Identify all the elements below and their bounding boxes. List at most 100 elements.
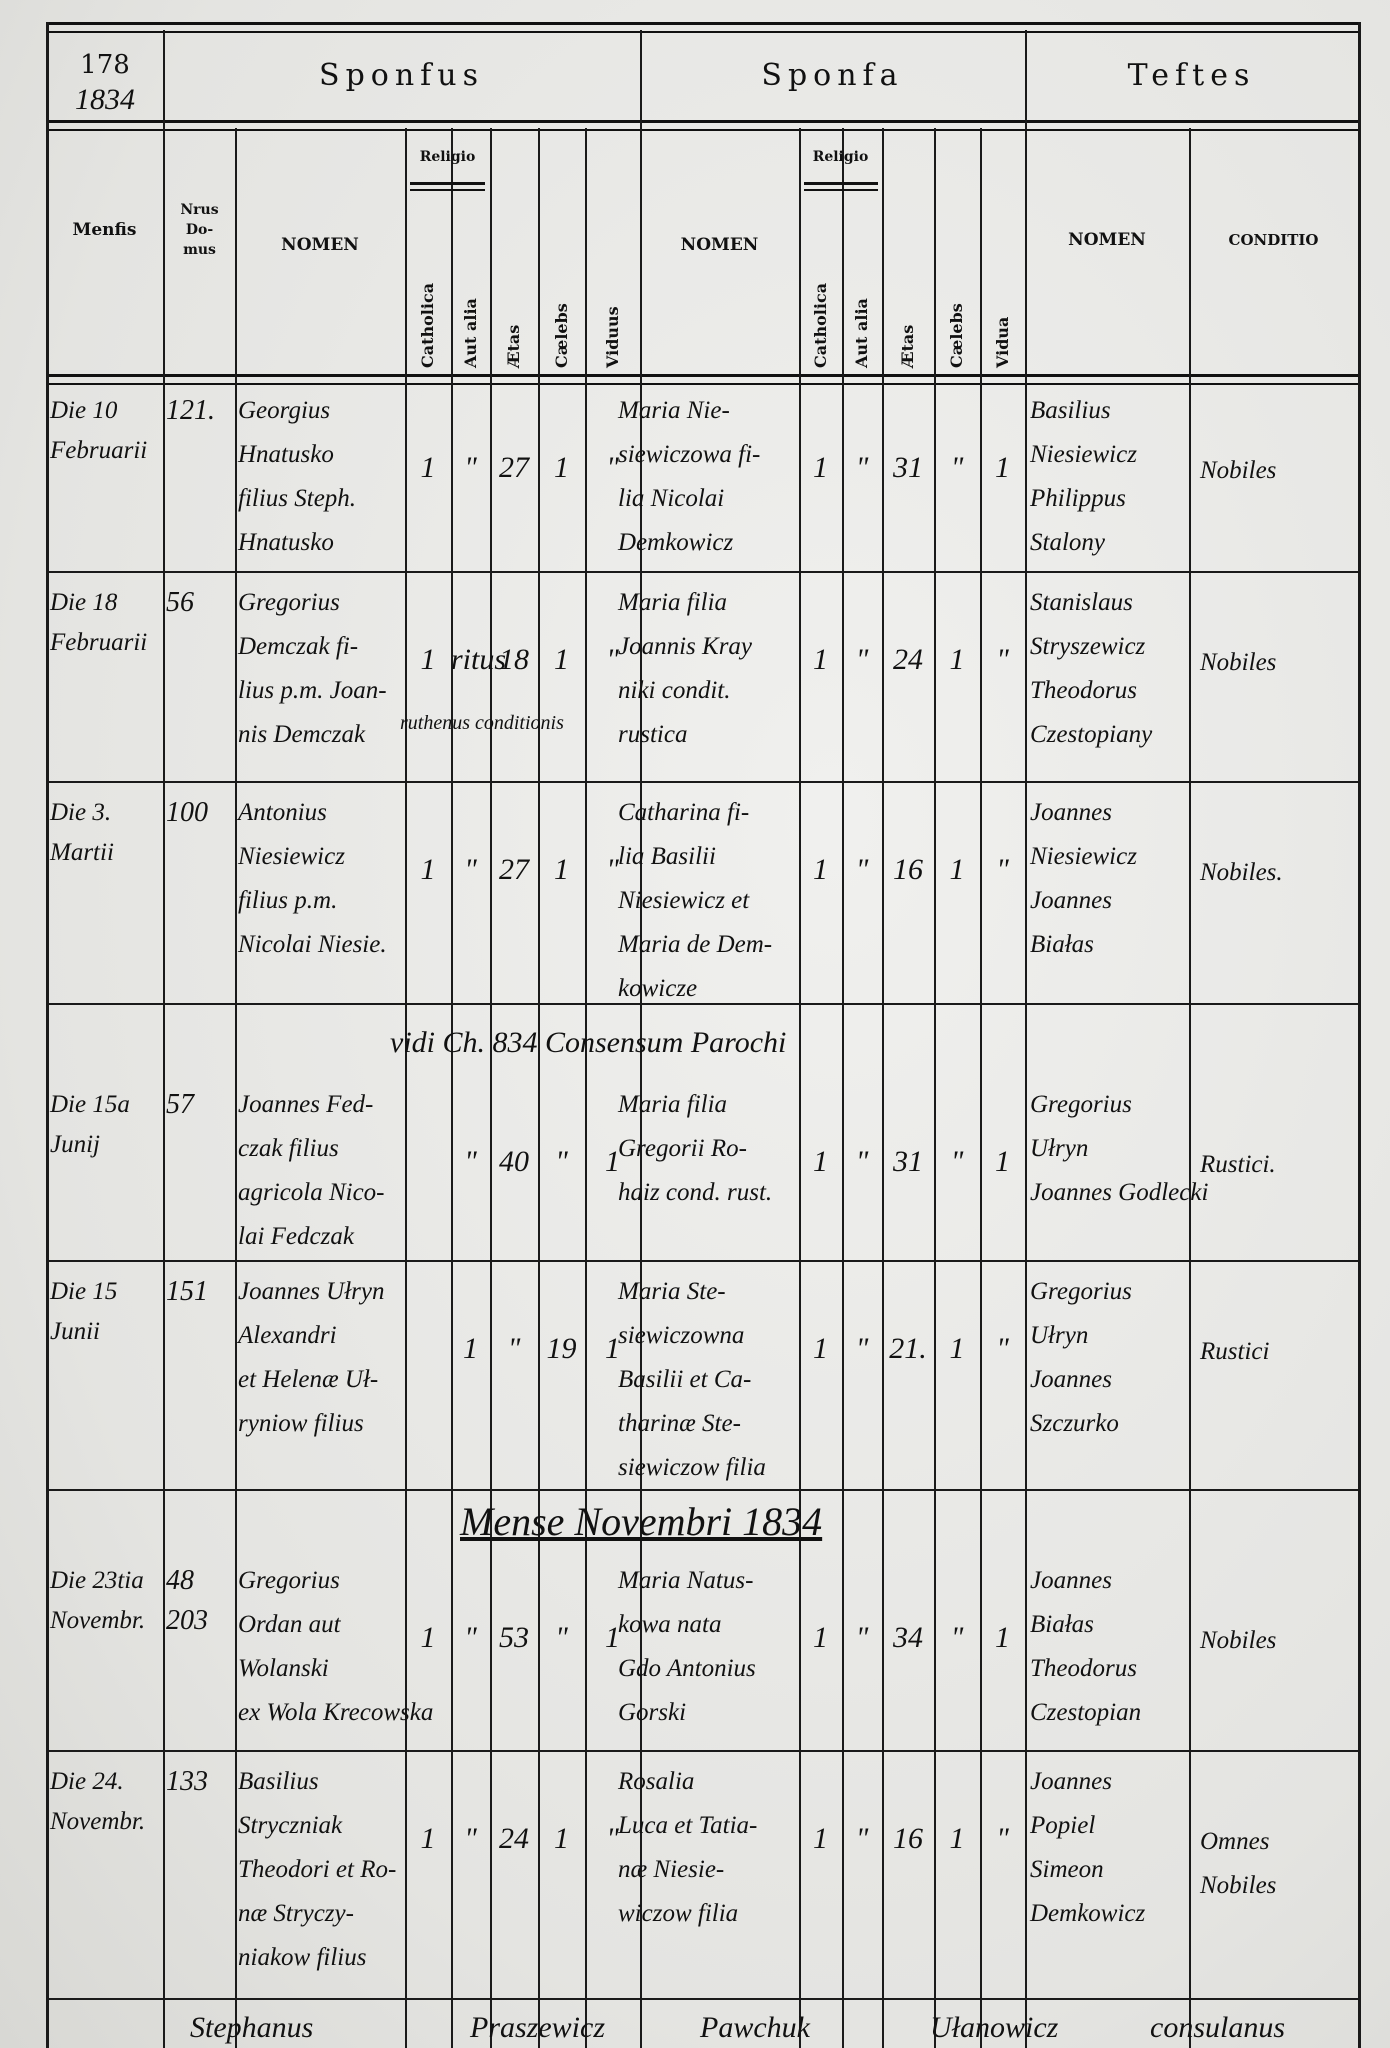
register-row-2-groom-mark: ": [606, 643, 619, 676]
register-row-5-bride-name: siewiczow filia: [618, 1454, 766, 1481]
register-row-5-bride-mark: ": [996, 1332, 1009, 1365]
register-row-6-groom-mark: ": [464, 1621, 477, 1654]
register-row-4-house-number: 57: [166, 1089, 194, 1120]
register-row-7-groom-mark: 1: [420, 1822, 436, 1855]
bride-nomen-header: NOMEN: [680, 235, 759, 255]
register-row-3-witness: Joannes: [1030, 887, 1112, 914]
bride-catholica-header: Catholica: [810, 282, 830, 368]
register-row-1-bride-name: lia Nicolai: [618, 485, 725, 512]
register-row-6-bride-name: Maria Natus-: [618, 1567, 754, 1594]
register-row-6-groom-mark: 53: [499, 1621, 529, 1654]
register-row-6-witness: Białas: [1030, 1611, 1094, 1638]
register-row-5-bride-mark: 1: [813, 1332, 828, 1365]
register-row-1-groom-mark: 27: [499, 451, 529, 484]
register-row-4-bride-mark: ": [950, 1145, 964, 1178]
register-row-3-witness: Joannes: [1030, 799, 1112, 826]
register-row-1-bride-mark: ": [855, 451, 869, 484]
register-row-2-groom-mark: ritus: [451, 643, 507, 676]
register-row-1-bride-name: Demkowicz: [618, 529, 734, 556]
testes-nomen-header: NOMEN: [1068, 230, 1146, 250]
register-row-1-groom-name: Georgius: [238, 397, 331, 424]
register-row-2-bride-mark: 24: [893, 643, 923, 676]
register-row-3-bride-mark: 16: [893, 853, 923, 886]
register-row-5-bride-mark: 1: [949, 1332, 965, 1365]
register-row-1-groom-mark: 1: [420, 451, 436, 484]
register-row-7-witness: Simeon: [1030, 1856, 1104, 1883]
register-row-5-groom-mark: 1: [605, 1332, 620, 1365]
row-rule: [46, 1998, 1358, 2000]
register-row-3-witness: Niesiewicz: [1030, 843, 1137, 870]
sponsus-title: Sponfus: [319, 57, 484, 93]
register-row-3-bride-mark: 1: [813, 853, 828, 886]
register-row-3-bride-mark: ": [996, 853, 1009, 886]
column-divider: [163, 30, 165, 2048]
register-row-6-date: Novembr.: [50, 1607, 146, 1634]
register-row-2-groom-mark: 18: [499, 643, 529, 676]
register-row-6-bride-name: kowa nata: [618, 1611, 722, 1638]
footer-signature: Stephanus: [190, 2011, 314, 2044]
register-row-5-bride-name: tharinæ Ste-: [618, 1410, 741, 1437]
groom-aut-alia-header: Aut alia: [460, 298, 480, 368]
register-row-2-bride-mark: ": [855, 643, 869, 676]
register-row-7-bride-name: Rosalia: [618, 1768, 695, 1795]
register-row-3-bride-name: lia Basilii: [618, 843, 716, 870]
register-row-5-bride-mark: 21.: [889, 1332, 927, 1365]
mensis-header: Menfis: [72, 220, 137, 240]
register-row-4-bride-mark: 1: [813, 1145, 828, 1178]
register-row-6-witness: Theodorus: [1030, 1655, 1137, 1682]
register-row-5-bride-name: Basilii et Ca-: [618, 1366, 752, 1393]
religio-split: [842, 192, 844, 372]
register-row-1-witness: Philippus: [1030, 485, 1126, 512]
register-row-2-bride-name: rustica: [618, 721, 688, 748]
register-row-6-groom-name: Wolanski: [238, 1655, 329, 1682]
groom-aetas-header: Ætas: [504, 324, 523, 368]
register-row-3-groom-name: filius p.m.: [238, 887, 338, 914]
register-row-4-groom-name: Joannes Fed-: [238, 1091, 374, 1118]
register-row-4-bride-name: haiz cond. rust.: [618, 1179, 773, 1206]
register-row-7-bride-mark: 1: [949, 1822, 965, 1855]
register-row-6-bride-name: Gdo Antonius: [618, 1655, 756, 1682]
register-row-4-groom-mark: ": [464, 1145, 477, 1178]
register-row-5-bride-mark: ": [855, 1332, 869, 1365]
religio-split: [451, 192, 453, 372]
register-row-1-bride-mark: 1: [995, 451, 1010, 484]
register-row-7-bride-name: Luca et Tatia-: [618, 1812, 758, 1839]
register-row-7-groom-mark: ": [606, 1822, 619, 1855]
register-row-1-groom-mark: ": [464, 451, 477, 484]
column-divider: [882, 128, 884, 2048]
register-row-2-witness: Stryszewicz: [1030, 633, 1146, 660]
register-row-7-bride-mark: ": [855, 1822, 869, 1855]
register-row-1-witness: Niesiewicz: [1030, 441, 1137, 468]
register-row-5-witness: Gregorius: [1030, 1278, 1132, 1305]
register-row-5-groom-name: ryniow filius: [238, 1410, 364, 1437]
register-row-2-bride-mark: 1: [813, 643, 828, 676]
register-row-5-date: Die 15: [50, 1278, 118, 1305]
register-row-7-witness: Joannes: [1030, 1768, 1112, 1795]
column-divider: [490, 128, 492, 2048]
register-row-1-groom-name: Hnatusko: [238, 441, 334, 468]
religio-rule: [410, 182, 485, 191]
register-row-1-bride-name: siewiczowa fi-: [618, 441, 761, 468]
register-row-7-groom-mark: 1: [554, 1822, 569, 1855]
register-row-5-conditio: Rustici: [1200, 1338, 1270, 1365]
groom-catholica-header: Catholica: [418, 282, 437, 368]
section-heading: Mense Novembri 1834: [460, 1499, 823, 1544]
register-row-6-groom-name: ex Wola Krecowska: [238, 1699, 434, 1726]
register-row-3-witness: Białas: [1030, 931, 1094, 958]
groom-viduus-header: Viduus: [602, 306, 622, 368]
register-row-3-groom-mark: 1: [420, 853, 436, 886]
register-row-7-bride-name: wiczow filia: [618, 1900, 739, 1927]
register-row-3-bride-name: kowicze: [618, 975, 698, 1002]
register-row-6-house-number: 48 203: [166, 1565, 208, 1636]
register-row-6-groom-name: Ordan aut: [238, 1611, 341, 1638]
register-row-3-groom-name: Nicolai Niesie.: [238, 931, 387, 958]
register-row-6-bride-mark: ": [855, 1621, 869, 1654]
register-row-6-groom-mark: 1: [420, 1621, 436, 1654]
bride-aetas-header: Ætas: [898, 324, 917, 368]
register-row-2-witness: Theodorus: [1030, 677, 1137, 704]
register-row-5-groom-mark: 1: [463, 1332, 478, 1365]
register-row-3-house-number: 100: [166, 797, 208, 828]
register-row-7-conditio: Omnes: [1200, 1828, 1270, 1855]
column-divider: [842, 128, 844, 2048]
register-row-6-bride-name: Gorski: [618, 1699, 687, 1726]
